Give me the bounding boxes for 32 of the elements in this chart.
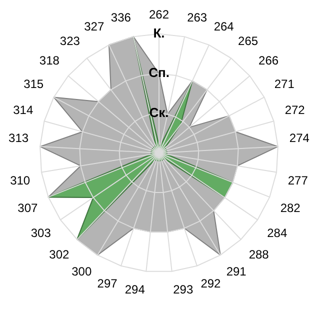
spoke-label: 272: [284, 103, 306, 118]
spoke-label: 336: [110, 10, 132, 25]
spoke-label: 315: [24, 76, 44, 91]
spoke-label: 310: [10, 174, 30, 188]
spoke-label: 288: [248, 247, 270, 262]
spoke-label: 266: [258, 54, 279, 68]
spoke-label: 300: [72, 264, 92, 278]
spoke-label: 262: [148, 8, 170, 22]
y-tick-label: К.: [153, 25, 165, 40]
spoke-label: 271: [274, 76, 295, 91]
spoke-label: 292: [200, 276, 222, 290]
spoke-label: 307: [18, 200, 38, 215]
spoke-label: 318: [39, 54, 60, 68]
spoke-label: 302: [49, 247, 70, 262]
spoke-label: 303: [30, 226, 52, 240]
spoke-label: 284: [267, 226, 288, 240]
spoke-label: 291: [226, 264, 247, 278]
spoke-label: 294: [124, 282, 146, 296]
spoke-label: 327: [84, 20, 104, 34]
spoke-label: 314: [13, 103, 34, 118]
spoke-label: 313: [8, 131, 29, 146]
spoke-label: 293: [173, 282, 194, 296]
spoke-label: 282: [280, 200, 301, 215]
spoke-label: 297: [97, 276, 118, 290]
spoke-label: 263: [187, 10, 208, 25]
y-tick-label: Сп.: [148, 65, 170, 80]
spoke-label: 274: [289, 131, 310, 146]
spoke-label: 323: [60, 34, 80, 48]
spoke-label: 277: [288, 174, 308, 188]
y-tick-label: Ск.: [149, 104, 169, 120]
spoke-label: 265: [238, 34, 258, 48]
spoke-label: 264: [214, 20, 234, 34]
